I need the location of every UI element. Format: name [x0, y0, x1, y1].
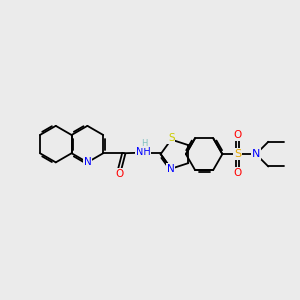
Text: N: N — [167, 164, 175, 174]
Text: NH: NH — [136, 147, 150, 157]
Text: O: O — [234, 130, 242, 140]
Text: N: N — [252, 149, 260, 159]
Text: O: O — [115, 169, 124, 179]
Text: H: H — [141, 139, 148, 148]
Text: N: N — [83, 158, 91, 167]
Text: O: O — [234, 168, 242, 178]
Text: S: S — [234, 149, 241, 159]
Text: S: S — [168, 133, 175, 143]
